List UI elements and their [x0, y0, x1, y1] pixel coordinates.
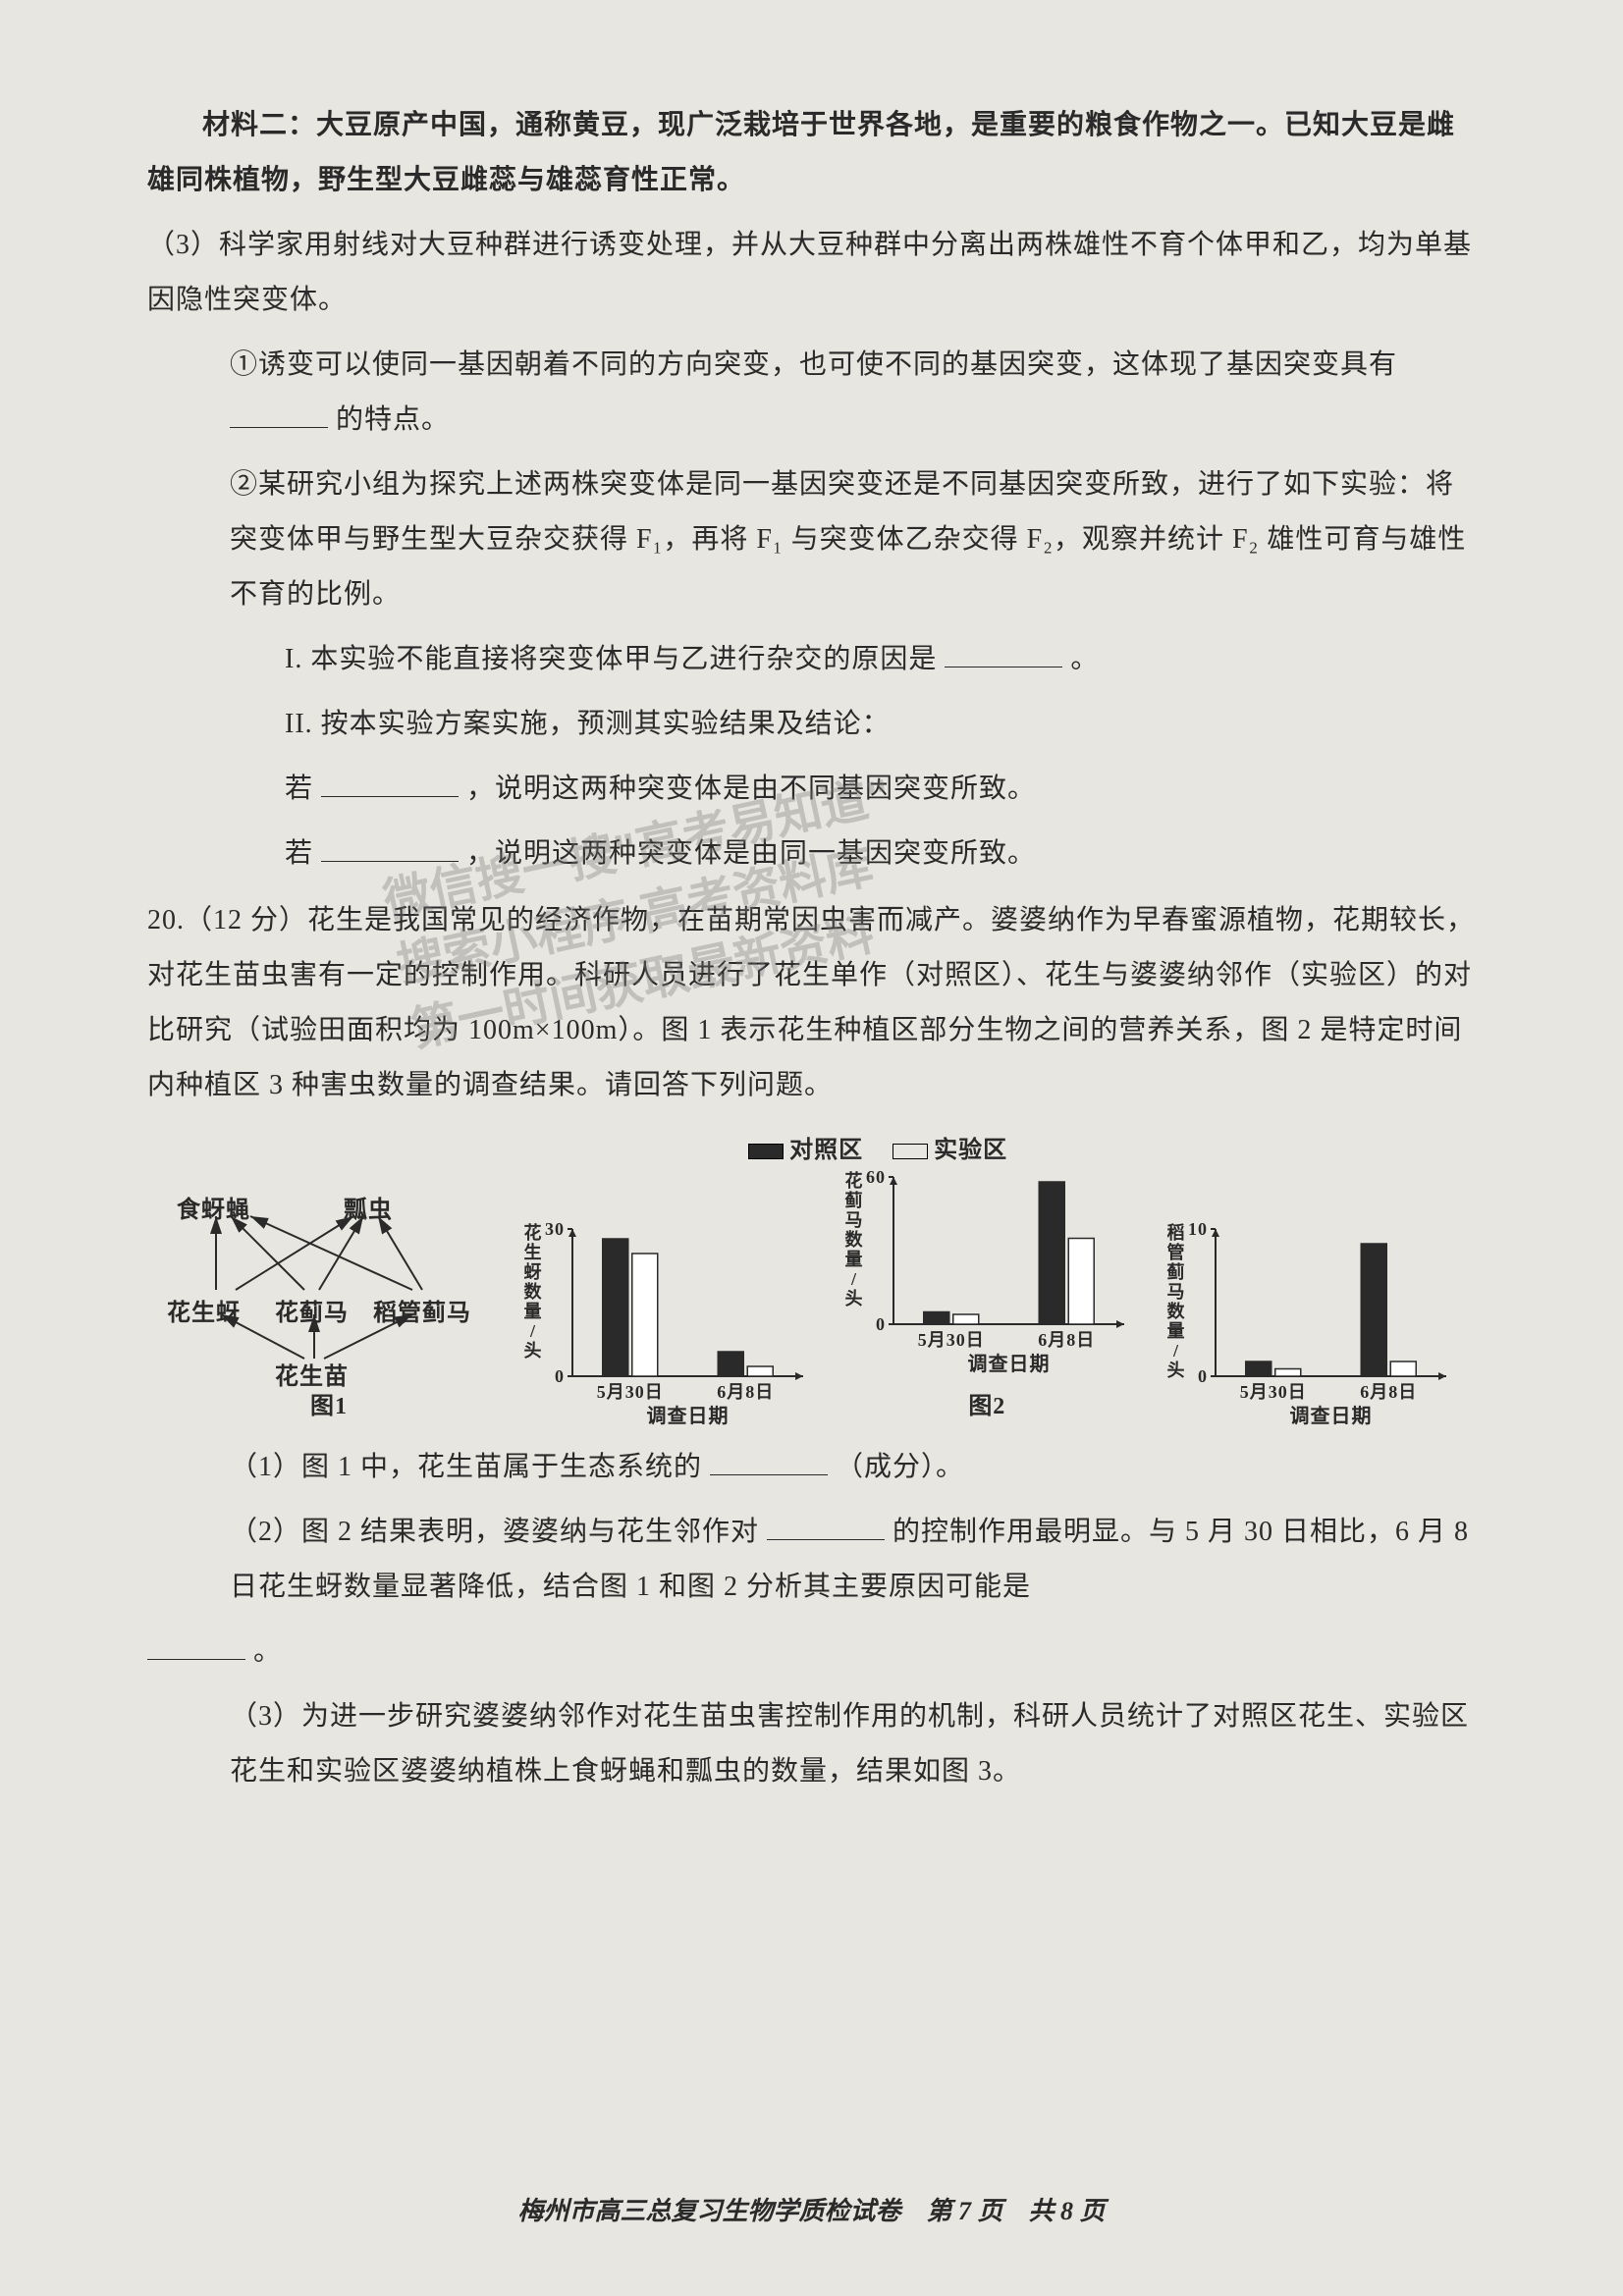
svg-text:5月30日: 5月30日: [1240, 1382, 1307, 1402]
svg-text:量: 量: [845, 1249, 864, 1269]
svg-text:调查日期: 调查日期: [1289, 1404, 1372, 1427]
svg-text:6月8日: 6月8日: [717, 1382, 774, 1402]
blank: [230, 400, 328, 428]
legend: 对照区 实验区: [748, 1127, 1007, 1174]
node-piao: 瓢虫: [344, 1187, 393, 1234]
chart3-svg: 稻管蓟马数量/头0 10 5月30日 6月8日调查日期: [1162, 1214, 1456, 1430]
svg-text:10: 10: [1188, 1219, 1208, 1239]
svg-text:数: 数: [845, 1229, 864, 1250]
svg-text:花: 花: [523, 1222, 542, 1243]
node-shiya: 食蚜蝇: [177, 1187, 250, 1234]
svg-text:/: /: [1172, 1341, 1179, 1361]
chart1-svg: 花生蚜数量/头0 30 5月30日 6月8日调查日期: [518, 1214, 813, 1430]
node-dgjm: 稻管蓟马: [373, 1290, 471, 1337]
q20-intro: 20.（12 分）花生是我国常见的经济作物，在苗期常因虫害而减产。婆婆纳作为早春…: [147, 893, 1476, 1113]
q20-1b: （成分）。: [836, 1452, 964, 1482]
svg-text:生: 生: [523, 1242, 542, 1262]
chart2: 花蓟马数量/头0605月30日6月8日调查日期 图2: [839, 1162, 1134, 1430]
q3-intro: （3）科学家用射线对大豆种群进行诱变处理，并从大豆种群中分离出两株雄性不育个体甲…: [147, 218, 1476, 328]
q3-2-II-r2a: 若: [285, 838, 313, 869]
legend-control-label: 对照区: [789, 1138, 863, 1163]
svg-text:调查日期: 调查日期: [968, 1352, 1051, 1375]
q3-2-II-r1: 若 ，说明这两种突变体是由不同基因突变所致。: [147, 762, 1476, 817]
svg-text:5月30日: 5月30日: [596, 1382, 663, 1402]
node-hsmiao: 花生苗: [275, 1354, 349, 1401]
blank: [945, 640, 1062, 667]
svg-text:蓟: 蓟: [1165, 1262, 1185, 1282]
svg-text:数: 数: [1166, 1301, 1185, 1321]
q3-1-text-a: ①诱变可以使同一基因朝着不同的方向突变，也可使不同的基因突变，这体现了基因突变具…: [230, 349, 1397, 380]
q3-2-II-r1a: 若: [285, 774, 313, 804]
node-hjm: 花蓟马: [275, 1290, 349, 1337]
svg-text:蓟: 蓟: [844, 1191, 864, 1210]
legend-exp-label: 实验区: [934, 1138, 1007, 1163]
svg-text:量: 量: [1166, 1320, 1185, 1341]
q20-3: （3）为进一步研究婆婆纳邻作对花生苗虫害控制作用的机制，科研人员统计了对照区花生…: [147, 1689, 1476, 1799]
q3-2-I-b: 。: [1070, 644, 1099, 674]
swatch-empty: [893, 1144, 928, 1159]
svg-text:30: 30: [545, 1219, 565, 1239]
svg-text:5月30日: 5月30日: [918, 1330, 985, 1350]
q3-sub1: ①诱变可以使同一基因朝着不同的方向突变，也可使不同的基因突变，这体现了基因突变具…: [147, 338, 1476, 448]
chart2-svg: 花蓟马数量/头0605月30日6月8日调查日期: [839, 1162, 1134, 1378]
svg-text:0: 0: [1198, 1366, 1208, 1386]
svg-text:0: 0: [555, 1366, 565, 1386]
svg-text:6月8日: 6月8日: [1039, 1330, 1096, 1350]
svg-text:头: 头: [523, 1341, 542, 1361]
svg-text:稻: 稻: [1166, 1222, 1185, 1243]
q3-2-II-head: II. 按本实验方案实施，预测其实验结果及结论：: [147, 697, 1476, 752]
blank: [321, 770, 459, 797]
q3-2-I: I. 本实验不能直接将突变体甲与乙进行杂交的原因是 。: [147, 632, 1476, 687]
swatch-filled: [748, 1144, 784, 1159]
svg-text:量: 量: [523, 1301, 542, 1321]
legend-control: 对照区: [748, 1127, 863, 1174]
q20-1a: （1）图 1 中，花生苗属于生态系统的: [230, 1452, 702, 1482]
svg-text:/: /: [850, 1269, 857, 1289]
blank: [147, 1632, 245, 1660]
q3-sub2-intro: ②某研究小组为探究上述两株突变体是同一基因突变还是不同基因突变所致，进行了如下实…: [147, 457, 1476, 622]
svg-text:6月8日: 6月8日: [1360, 1382, 1417, 1402]
chart1: 花生蚜数量/头0 30 5月30日 6月8日调查日期: [518, 1214, 813, 1430]
svg-text:马: 马: [1166, 1282, 1185, 1302]
q20-2a: （2）图 2 结果表明，婆婆纳与花生邻作对: [230, 1517, 759, 1547]
blank: [767, 1513, 885, 1540]
q3-2-II-r2: 若 ，说明这两种突变体是由同一基因突变所致。: [147, 827, 1476, 881]
legend-exp: 实验区: [893, 1127, 1007, 1174]
figure1-network: 食蚜蝇 瓢虫 花生蚜 花蓟马 稻管蓟马 花生苗 图1: [167, 1182, 491, 1430]
q20-2c: 。: [253, 1636, 282, 1667]
page-footer: 梅州市高三总复习生物学质检试卷 第 7 页 共 8 页: [0, 2191, 1623, 2227]
svg-text:/: /: [529, 1321, 536, 1341]
q3-1-text-b: 的特点。: [336, 404, 450, 435]
node-hsya: 花生蚜: [167, 1290, 241, 1337]
figure2-label: 图2: [839, 1383, 1134, 1430]
charts-container: 对照区 实验区: [147, 1133, 1476, 1430]
svg-text:头: 头: [845, 1289, 864, 1308]
q3-2-II-r2b: ，说明这两种突变体是由同一基因突变所致。: [466, 838, 1036, 869]
svg-text:数: 数: [523, 1281, 542, 1302]
q20-1: （1）图 1 中，花生苗属于生态系统的 （成分）。: [147, 1440, 1476, 1495]
svg-text:头: 头: [1166, 1361, 1185, 1380]
q3-2-I-a: I. 本实验不能直接将突变体甲与乙进行杂交的原因是: [285, 644, 937, 674]
q20-2-tail: 。: [147, 1625, 1476, 1680]
blank: [321, 834, 459, 862]
material2-intro: 材料二：大豆原产中国，通称黄豆，现广泛栽培于世界各地，是重要的粮食作物之一。已知…: [147, 98, 1476, 208]
blank: [710, 1448, 828, 1475]
svg-text:调查日期: 调查日期: [646, 1404, 729, 1427]
svg-text:管: 管: [1166, 1242, 1185, 1262]
svg-text:马: 马: [845, 1210, 864, 1230]
q20-2: （2）图 2 结果表明，婆婆纳与花生邻作对 的控制作用最明显。与 5 月 30 …: [147, 1505, 1476, 1615]
q3-2-II-r1b: ，说明这两种突变体是由不同基因突变所致。: [466, 774, 1036, 804]
chart3: 稻管蓟马数量/头0 10 5月30日 6月8日调查日期: [1162, 1214, 1456, 1430]
svg-text:0: 0: [876, 1314, 886, 1334]
svg-text:蚜: 蚜: [523, 1261, 542, 1282]
